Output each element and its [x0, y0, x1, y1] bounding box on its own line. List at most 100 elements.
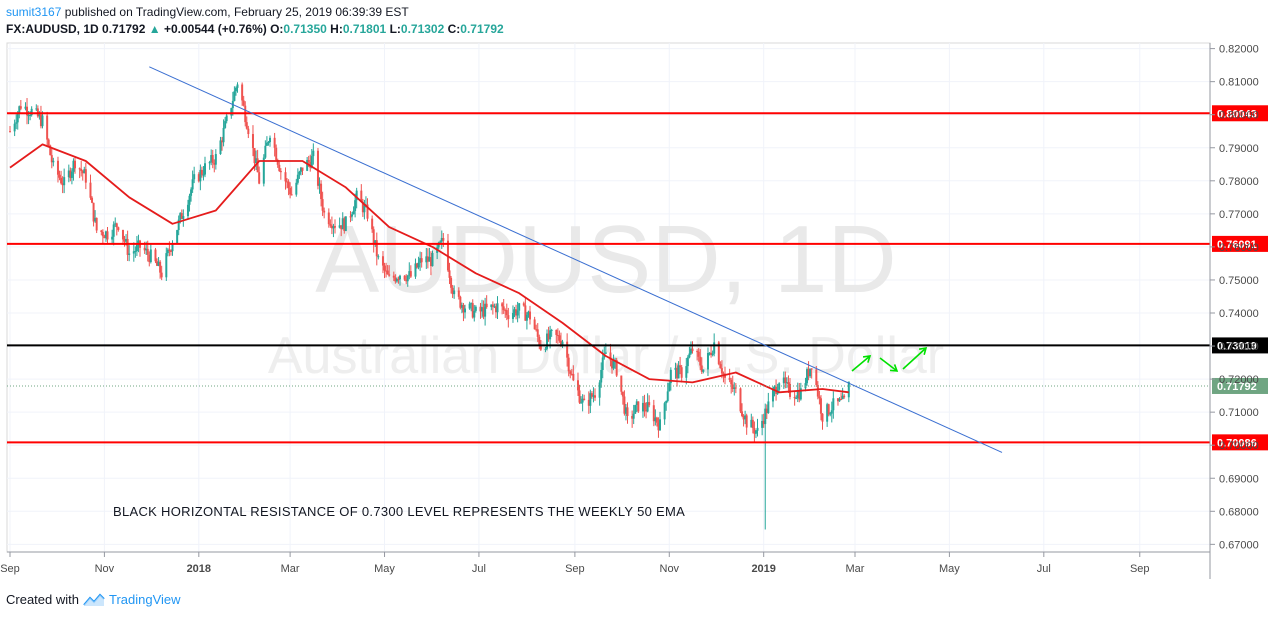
candle-body [773, 386, 776, 390]
candle-body [827, 404, 830, 415]
candle-body [245, 122, 248, 129]
y-tick-label: 0.75000 [1219, 275, 1259, 287]
candle-body [169, 250, 172, 252]
candle-body [95, 217, 98, 231]
candle-body [78, 168, 81, 170]
candle-body [340, 225, 343, 230]
candle-body [745, 415, 748, 428]
candle-body [211, 155, 214, 163]
candle-body [590, 393, 593, 397]
candle-body [468, 303, 471, 309]
candle-body [30, 108, 33, 116]
candle-body [267, 142, 270, 144]
candle-body [200, 169, 203, 175]
candle-body [222, 127, 225, 143]
candle-body [838, 398, 841, 402]
candle-body [296, 174, 299, 183]
candle-body [349, 216, 352, 218]
candle-body [750, 419, 753, 428]
candle-body [818, 396, 821, 399]
candle-body [63, 177, 66, 186]
tradingview-logo-icon [83, 593, 105, 606]
candle-body [61, 183, 64, 186]
candle-body [751, 419, 754, 429]
candle-body [225, 115, 228, 122]
candle-body [611, 360, 614, 369]
candle-body [106, 231, 109, 240]
candle-body [696, 351, 699, 353]
arrow-shaft [851, 355, 871, 372]
candle-body [657, 422, 660, 431]
candle-body [474, 306, 477, 311]
candle-body [366, 204, 369, 219]
candle-body [501, 303, 504, 307]
chart-header: sumit3167 published on TradingView.com, … [6, 4, 504, 38]
candle-body [637, 401, 640, 412]
last-price-label: 0.71792 [1217, 381, 1257, 393]
candle-body [826, 404, 829, 422]
annotation-text[interactable]: BLACK HORIZONTAL RESISTANCE OF 0.7300 LE… [113, 504, 685, 519]
candle-body [145, 248, 148, 251]
price-chart[interactable]: AUDUSD, 1D Australian Dollar / U.S. Doll… [0, 40, 1274, 585]
candle-body [258, 172, 261, 184]
candle-body [829, 413, 832, 415]
candle-body [72, 160, 75, 172]
candle-body [330, 225, 333, 229]
candle-body [527, 311, 530, 315]
candle-body [273, 137, 276, 148]
x-tick-label: May [939, 563, 960, 575]
candle-body [741, 411, 744, 416]
candle-body [159, 261, 162, 273]
candle-body [762, 420, 765, 425]
candle-body [117, 227, 120, 230]
candle-body [645, 409, 648, 412]
low-label: L: [389, 22, 401, 36]
candle-body [778, 383, 781, 390]
candle-body [674, 367, 677, 370]
candle-body [351, 214, 354, 217]
tradingview-brand-link[interactable]: TradingView [108, 592, 181, 607]
horizontal-levels[interactable]: 0.80043 0.76091 0.73019 0.70086 0.71792 [7, 105, 1268, 451]
candle-body [728, 377, 731, 380]
trendline-layer[interactable] [149, 66, 1003, 453]
candle-body [425, 256, 428, 263]
candle-body [665, 401, 668, 404]
candle-body [316, 150, 319, 186]
candle-body [555, 329, 558, 335]
candle-body [731, 384, 734, 390]
symbol-label: FX:AUDUSD, 1D [6, 22, 99, 36]
candle-body [429, 257, 432, 267]
x-tick-label: Nov [95, 563, 115, 575]
candle-body [224, 121, 227, 128]
candle-body [533, 319, 536, 330]
candle-body [299, 167, 302, 172]
candle-body [298, 171, 301, 175]
candle-body [654, 417, 657, 422]
x-tick-label: Jul [1037, 563, 1051, 575]
candle-body [598, 382, 601, 398]
candle-body [157, 261, 160, 266]
candle-body [546, 333, 549, 349]
candle-body [332, 226, 335, 229]
publish-info: sumit3167 published on TradingView.com, … [6, 4, 504, 21]
candle-body [576, 380, 579, 391]
candle-body [493, 306, 496, 308]
x-tick-label: Sep [0, 563, 20, 575]
candle-body [484, 303, 487, 317]
candle-body [405, 279, 408, 282]
x-tick-label: Mar [281, 563, 300, 575]
candle-body [241, 84, 244, 101]
candle-body [615, 359, 618, 376]
candle-body [722, 373, 725, 375]
candle-body [652, 405, 655, 422]
trendline [149, 66, 1003, 453]
candle-body [634, 405, 637, 414]
candle-body [699, 356, 702, 366]
change-value: +0.00544 (+0.76%) [163, 22, 267, 36]
author-link[interactable]: sumit3167 [6, 5, 62, 19]
y-tick-label: 0.74000 [1219, 308, 1259, 320]
candle-body [485, 303, 488, 308]
candle-body [677, 365, 680, 379]
candle-body [156, 261, 159, 266]
ema-line [9, 143, 849, 394]
